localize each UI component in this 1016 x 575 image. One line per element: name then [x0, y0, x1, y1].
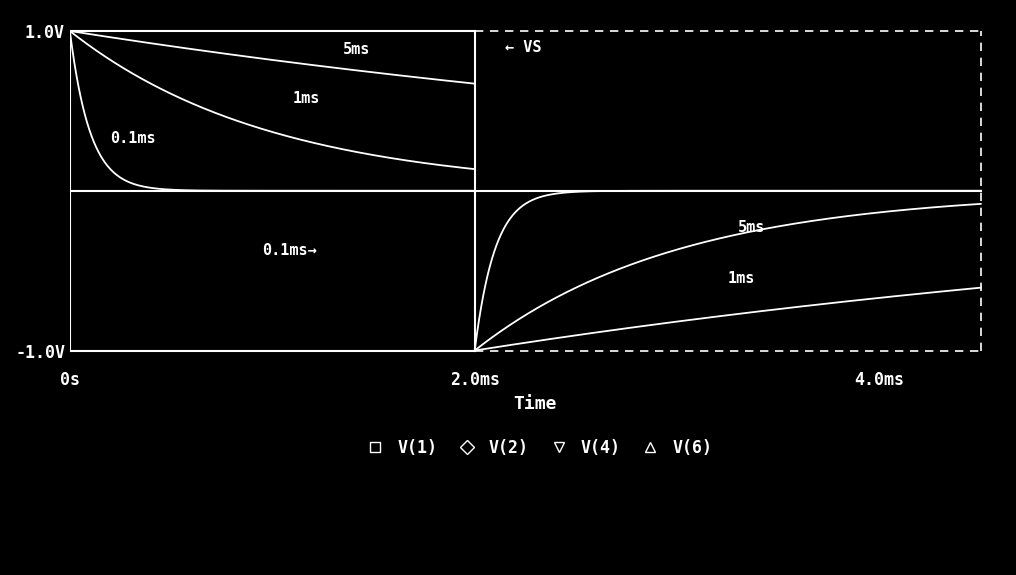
X-axis label: Time: Time: [514, 395, 557, 413]
Text: 5ms: 5ms: [738, 220, 765, 235]
Text: 1ms: 1ms: [727, 271, 755, 286]
Text: 0.1ms: 0.1ms: [111, 131, 156, 146]
Legend: V(1), V(2), V(4), V(6): V(1), V(2), V(4), V(6): [353, 432, 718, 463]
Text: 0.1ms→: 0.1ms→: [262, 243, 317, 258]
Text: 5ms: 5ms: [343, 42, 371, 57]
Text: ← VS: ← VS: [505, 40, 542, 55]
Text: 1ms: 1ms: [293, 91, 320, 106]
